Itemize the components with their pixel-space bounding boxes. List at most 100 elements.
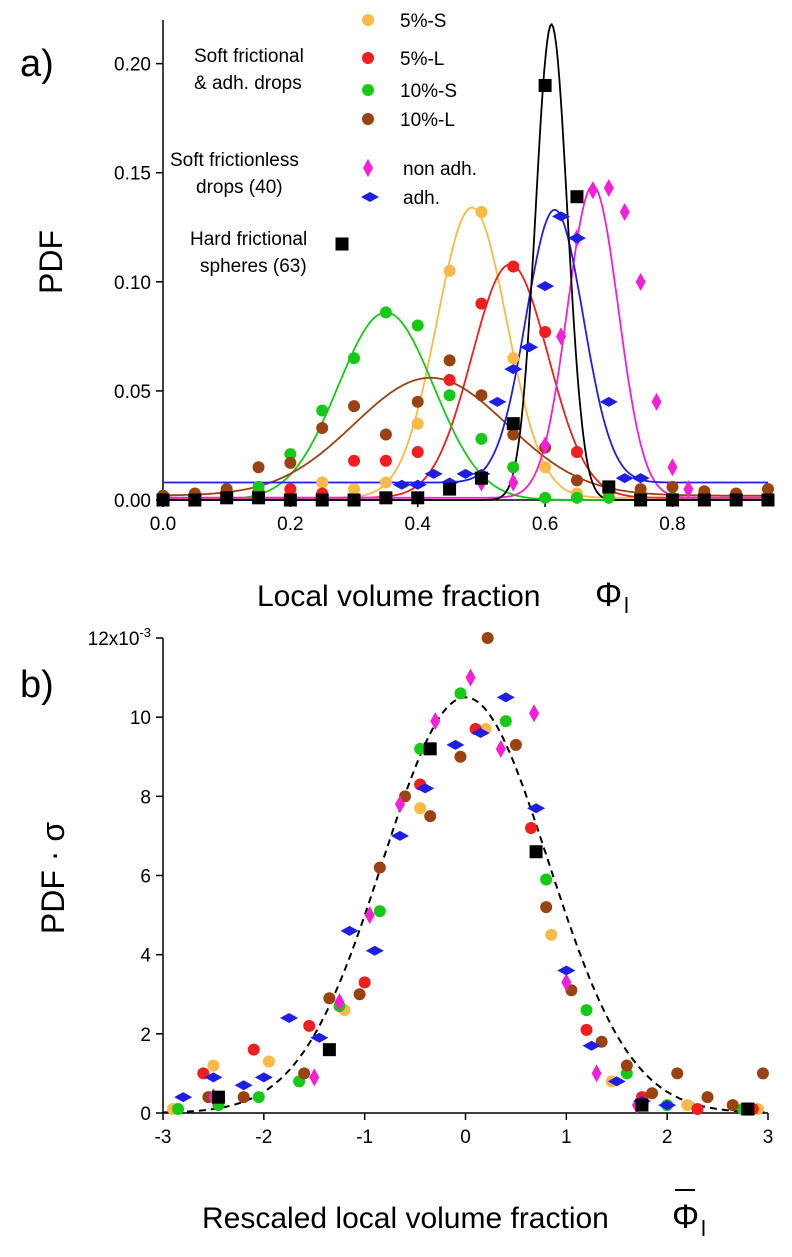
point-b-10-l-10	[509, 738, 522, 751]
point-b-non-adh-4	[394, 795, 405, 814]
point-b-adh-16	[607, 1076, 626, 1087]
point-a-5-l-9	[443, 374, 456, 386]
point-b-10-l-11	[540, 901, 553, 914]
point-b-adh-3	[254, 1072, 273, 1083]
point-b-5-l-2	[303, 1019, 316, 1032]
point-a-10-l-13	[570, 474, 583, 487]
chart-panel-a: 0.0 0.2 0.4 0.6 0.80.000.050.100.150.20 PDF …	[33, 11, 775, 618]
point-a-adh-14	[631, 473, 650, 484]
legend-marker-10-l	[362, 113, 374, 125]
fit-curve-a-adh	[163, 208, 768, 484]
point-b-hard-frictional-spheres-63-5	[741, 1102, 755, 1116]
point-b-10-s-8	[499, 715, 512, 728]
point-b-adh-18	[658, 1100, 677, 1111]
point-b-5-l-6	[525, 822, 538, 834]
point-a-non-adh-5	[587, 181, 598, 200]
point-b-10-l-8	[454, 750, 467, 763]
point-a-10-s-14	[602, 491, 615, 504]
y-tick-label-a-2: 0.10	[114, 273, 151, 294]
point-b-10-s-10	[580, 1004, 593, 1017]
point-a-hard-frictional-spheres-63-17	[697, 493, 711, 507]
point-a-hard-frictional-spheres-63-18	[729, 493, 743, 507]
x-axis-label-b-symbol: Φ	[672, 1198, 699, 1236]
y-tick-label-a-1: 0.05	[114, 382, 151, 403]
fit-curve-b	[162, 696, 769, 1114]
y-tick-label-b-1: 2	[140, 1025, 151, 1046]
legend-a: Soft frictional & adh. drops Soft fricti…	[170, 11, 477, 277]
point-b-10-l-4	[353, 988, 366, 1001]
point-b-5-l-9	[691, 1103, 704, 1116]
point-a-5-l-6	[348, 454, 361, 467]
point-a-5-l-12	[539, 326, 552, 338]
point-a-10-l-10	[475, 389, 488, 402]
point-b-5-s-1	[207, 1059, 220, 1072]
point-a-5-l-7	[379, 454, 392, 467]
point-a-10-s-5	[316, 404, 329, 417]
point-a-5-l-13	[570, 446, 583, 458]
point-a-hard-frictional-spheres-63-15	[634, 493, 648, 507]
legend-group-frictionless-line1: Soft frictionless	[170, 150, 299, 171]
point-b-non-adh-6	[465, 668, 476, 687]
x-tick-label-a-1: 0.2	[277, 514, 303, 535]
point-a-10-l-3	[252, 461, 265, 474]
point-a-adh-12	[599, 396, 618, 407]
point-a-non-adh-3	[556, 327, 567, 346]
legend-label-10l: 10%-L	[400, 110, 455, 131]
y-tick-label-b-4: 8	[140, 787, 151, 808]
point-a-10-s-13	[570, 491, 583, 504]
legend-label-non-adh: non adh.	[403, 159, 477, 180]
y-tick-label-b-2: 4	[140, 946, 151, 967]
point-b-adh-5	[310, 1032, 329, 1043]
point-b-non-adh-10	[591, 1064, 602, 1083]
point-b-5-l-7	[580, 1023, 593, 1036]
point-a-adh-0	[392, 479, 411, 490]
point-a-5-s-7	[379, 476, 392, 489]
legend-marker-5-s	[362, 14, 374, 26]
legend-group-soft-frictional-line1: Soft frictional	[194, 46, 304, 67]
point-a-5-s-8	[411, 417, 424, 430]
y-tick-label-a-0: 0.00	[114, 491, 151, 512]
point-b-10-l-15	[646, 1087, 659, 1100]
point-a-10-s-10	[475, 432, 488, 445]
point-a-10-l-8	[411, 395, 424, 408]
point-a-10-s-3	[252, 480, 265, 493]
y-tick-label-b-6: 12x10-3	[88, 625, 151, 650]
y-tick-label-a-3: 0.15	[114, 164, 151, 185]
x-tick-label-b-5: 2	[662, 1127, 673, 1148]
point-b-10-l-16	[671, 1067, 684, 1080]
point-a-adh-6	[488, 396, 507, 407]
point-a-non-adh-10	[667, 458, 678, 477]
point-a-10-l-16	[666, 480, 679, 493]
point-a-10-s-11	[507, 461, 520, 474]
point-a-hard-frictional-spheres-63-16	[665, 493, 679, 507]
point-a-non-adh-2	[540, 436, 551, 455]
point-a-10-l-5	[316, 422, 329, 434]
point-b-hard-frictional-spheres-63-0	[211, 1090, 225, 1104]
point-a-hard-frictional-spheres-63-19	[761, 493, 775, 507]
y-tick-exponent-b: -3	[139, 625, 151, 640]
point-a-hard-frictional-spheres-63-11	[506, 417, 520, 431]
point-b-adh-15	[582, 1040, 601, 1051]
legend-label-adh: adh.	[403, 188, 440, 209]
point-a-adh-7	[504, 364, 523, 375]
point-a-10-s-7	[379, 306, 392, 319]
point-a-hard-frictional-spheres-63-3	[252, 491, 266, 505]
point-b-non-adh-5	[430, 712, 441, 731]
point-b-adh-1	[204, 1072, 223, 1083]
point-b-adh-9	[416, 783, 435, 794]
point-a-10-l-4	[284, 456, 297, 469]
y-axis-label-a: PDF	[33, 230, 69, 294]
point-a-adh-10	[552, 211, 571, 222]
legend-marker-hard-frictional-spheres-63	[335, 237, 349, 251]
x-axis-label-b-subscript: l	[701, 1216, 706, 1241]
legend-label-10s: 10%-S	[400, 81, 457, 102]
point-a-non-adh-6	[603, 179, 614, 197]
legend-marker-adh	[361, 192, 379, 202]
point-a-hard-frictional-spheres-63-12	[538, 78, 552, 92]
point-b-10-l-7	[424, 810, 437, 823]
point-b-10-s-5	[373, 905, 386, 918]
point-a-5-s-11	[507, 352, 520, 365]
legend-group-hard-line2: spheres (63)	[200, 256, 307, 277]
point-a-hard-frictional-spheres-63-5	[315, 493, 329, 507]
